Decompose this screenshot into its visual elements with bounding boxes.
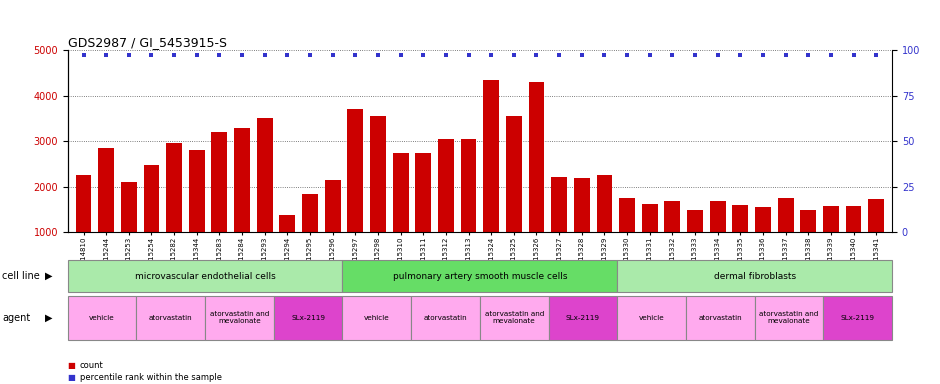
Bar	[823, 206, 838, 278]
Text: count: count	[80, 361, 103, 370]
Text: atorvastatin and
mevalonate: atorvastatin and mevalonate	[484, 311, 544, 324]
Bar	[597, 175, 612, 278]
Bar	[619, 198, 635, 278]
Bar	[302, 194, 318, 278]
Text: SLx-2119: SLx-2119	[840, 315, 875, 321]
Text: pulmonary artery smooth muscle cells: pulmonary artery smooth muscle cells	[393, 271, 567, 281]
Bar	[710, 201, 726, 278]
Bar	[212, 132, 227, 278]
Text: vehicle: vehicle	[364, 315, 390, 321]
Text: SLx-2119: SLx-2119	[566, 315, 600, 321]
Text: percentile rank within the sample: percentile rank within the sample	[80, 372, 222, 382]
Bar	[551, 177, 567, 278]
Bar	[687, 210, 703, 278]
Bar	[166, 143, 182, 278]
Bar	[415, 152, 431, 278]
Bar	[506, 116, 522, 278]
Bar	[189, 150, 205, 278]
Text: SLx-2119: SLx-2119	[291, 315, 325, 321]
Bar	[257, 118, 273, 278]
Text: GDS2987 / GI_5453915-S: GDS2987 / GI_5453915-S	[68, 36, 227, 49]
Text: ■: ■	[68, 372, 75, 382]
Bar	[121, 182, 136, 278]
Bar	[393, 152, 409, 278]
Bar	[438, 139, 454, 278]
Text: agent: agent	[2, 313, 30, 323]
Text: ▶: ▶	[45, 313, 53, 323]
Bar	[755, 207, 771, 278]
Text: atorvastatin: atorvastatin	[424, 315, 467, 321]
Text: atorvastatin: atorvastatin	[698, 315, 742, 321]
Bar	[528, 82, 544, 278]
Bar	[348, 109, 363, 278]
Bar	[732, 205, 748, 278]
Text: microvascular endothelial cells: microvascular endothelial cells	[134, 271, 275, 281]
Text: ▶: ▶	[45, 271, 53, 281]
Bar	[234, 128, 250, 278]
Text: vehicle: vehicle	[639, 315, 665, 321]
Bar	[279, 215, 295, 278]
Bar	[461, 139, 477, 278]
Bar	[869, 199, 885, 278]
Bar	[800, 210, 816, 278]
Bar	[846, 206, 861, 278]
Text: vehicle: vehicle	[89, 315, 115, 321]
Bar	[665, 201, 681, 278]
Text: ■: ■	[68, 361, 75, 370]
Bar	[642, 204, 658, 278]
Text: atorvastatin: atorvastatin	[149, 315, 193, 321]
Bar	[75, 175, 91, 278]
Bar	[573, 178, 589, 278]
Text: atorvastatin and
mevalonate: atorvastatin and mevalonate	[210, 311, 269, 324]
Bar	[324, 180, 340, 278]
Bar	[483, 79, 499, 278]
Bar	[144, 165, 160, 278]
Text: dermal fibroblasts: dermal fibroblasts	[713, 271, 796, 281]
Bar	[370, 116, 386, 278]
Text: atorvastatin and
mevalonate: atorvastatin and mevalonate	[760, 311, 819, 324]
Bar	[777, 198, 793, 278]
Bar	[99, 148, 114, 278]
Text: cell line: cell line	[2, 271, 39, 281]
